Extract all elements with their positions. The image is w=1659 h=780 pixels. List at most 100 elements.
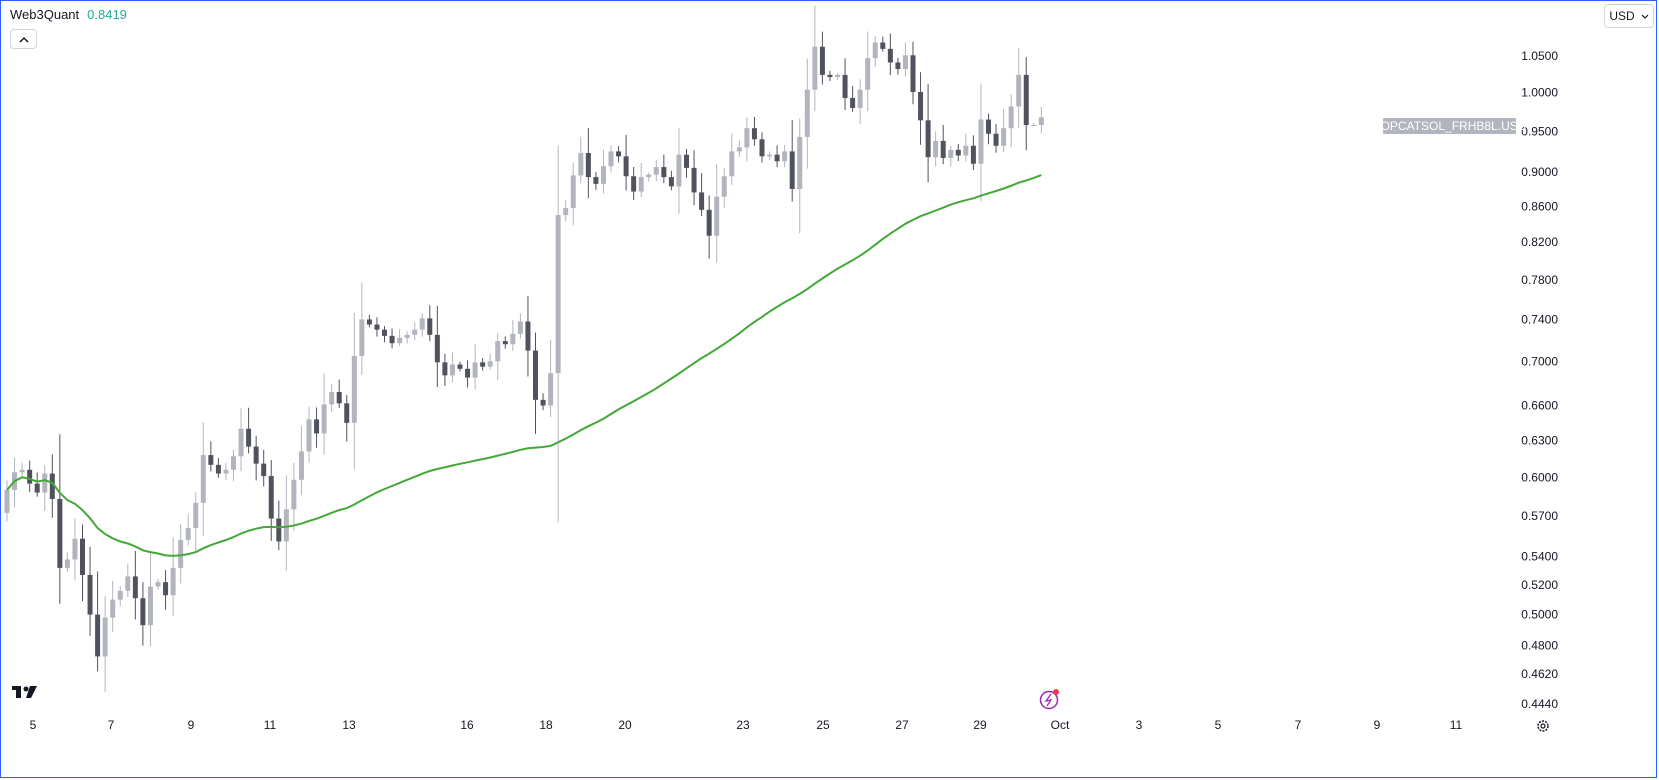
candle [34, 472, 40, 497]
candle-body [676, 154, 682, 187]
price-tick-label: 0.8600 [1521, 199, 1558, 213]
candle-body [782, 151, 788, 162]
candle-body [298, 451, 304, 480]
candle-body [850, 98, 856, 108]
candle-body [736, 147, 742, 152]
candle-body [955, 149, 961, 156]
price-tick-label: 0.5400 [1521, 550, 1558, 564]
candle-body [1001, 128, 1007, 146]
candle-body [427, 318, 433, 335]
candle [457, 361, 463, 372]
candle [472, 344, 478, 390]
candle-body [668, 177, 674, 187]
candle [812, 5, 818, 112]
candle [268, 460, 274, 541]
candle-body [918, 91, 924, 121]
price-tick-label: 0.4620 [1521, 667, 1558, 681]
price-tick-label: 0.5200 [1521, 578, 1558, 592]
candle-body [804, 89, 810, 137]
candle-body [510, 333, 516, 345]
candle-body [819, 46, 825, 75]
candle [631, 167, 637, 201]
candle-body [155, 582, 161, 587]
collapse-legend-button[interactable] [10, 29, 37, 49]
candle-body [72, 538, 78, 560]
candle-body [540, 399, 546, 406]
price-tick-label: 0.7400 [1521, 312, 1558, 326]
settings-gear-icon[interactable] [1537, 720, 1549, 732]
candle [865, 31, 871, 112]
candle-body [465, 368, 471, 378]
lightning-icon[interactable] [1039, 689, 1060, 710]
price-tick-label: 0.5700 [1521, 509, 1558, 523]
candle [918, 72, 924, 145]
candle-body [902, 55, 908, 70]
candle [434, 305, 440, 387]
candle [676, 127, 682, 214]
candle [163, 570, 169, 610]
candle [321, 373, 327, 455]
time-axis[interactable]: 5 7 9 11 13 16 18 20 23 25 27 29 Oct 3 5 7 9 11 [30, 718, 1463, 732]
price-tick-label: 0.4800 [1521, 638, 1558, 652]
candle-body [306, 419, 312, 452]
candle-body [1023, 74, 1029, 126]
candle-body [200, 455, 206, 503]
candle-body [887, 48, 893, 63]
candle-body [623, 156, 629, 177]
candle-body [646, 174, 652, 178]
candle [978, 83, 984, 202]
candle [72, 518, 78, 580]
candle [955, 144, 961, 161]
candle-body [835, 74, 840, 78]
candle [736, 140, 742, 157]
candle [548, 339, 554, 417]
time-tick-label: 11 [1450, 718, 1463, 732]
candle [495, 332, 501, 381]
candle [502, 336, 508, 349]
candle-body [329, 391, 335, 405]
candle [653, 160, 659, 182]
candle-body [865, 58, 871, 90]
candle-body [193, 502, 199, 528]
candle [804, 58, 810, 169]
candle-body [502, 341, 508, 345]
candle-body [374, 324, 380, 330]
candle-body [185, 527, 191, 541]
currency-selector[interactable]: USD [1604, 4, 1654, 28]
indicator-name[interactable]: Web3Quant [10, 7, 80, 22]
time-tick-label: 5 [1215, 718, 1222, 732]
candle [789, 120, 795, 202]
candle-body [42, 473, 48, 493]
candle [887, 33, 893, 76]
candle [570, 163, 576, 225]
candle-body [827, 74, 833, 78]
candle [80, 524, 85, 602]
candle-body [812, 46, 818, 90]
candle-body [442, 362, 448, 376]
candle-body [616, 151, 622, 157]
candle [895, 57, 901, 75]
candle [155, 578, 161, 590]
candle-body [684, 154, 689, 168]
candle-body [895, 62, 901, 70]
candle-body [555, 215, 561, 374]
candle [1023, 57, 1029, 151]
candle [132, 551, 138, 620]
price-axis[interactable]: 1.0500 1.0000 0.9500 0.9000 0.8600 0.8200 0.78… [1521, 49, 1558, 711]
candle [593, 172, 599, 190]
candle-body [382, 329, 387, 336]
price-tick-label: 0.6300 [1521, 434, 1558, 448]
candle [699, 173, 705, 217]
candle [608, 145, 614, 172]
candle [193, 492, 199, 552]
candle-body [140, 598, 146, 626]
candle-body [457, 364, 463, 369]
chevron-down-icon [1641, 14, 1649, 19]
candle-body [706, 209, 712, 236]
candle [759, 132, 765, 163]
candle [344, 394, 350, 442]
candle [215, 458, 221, 478]
candle-body [344, 403, 350, 423]
time-tick-label: 16 [460, 718, 474, 732]
